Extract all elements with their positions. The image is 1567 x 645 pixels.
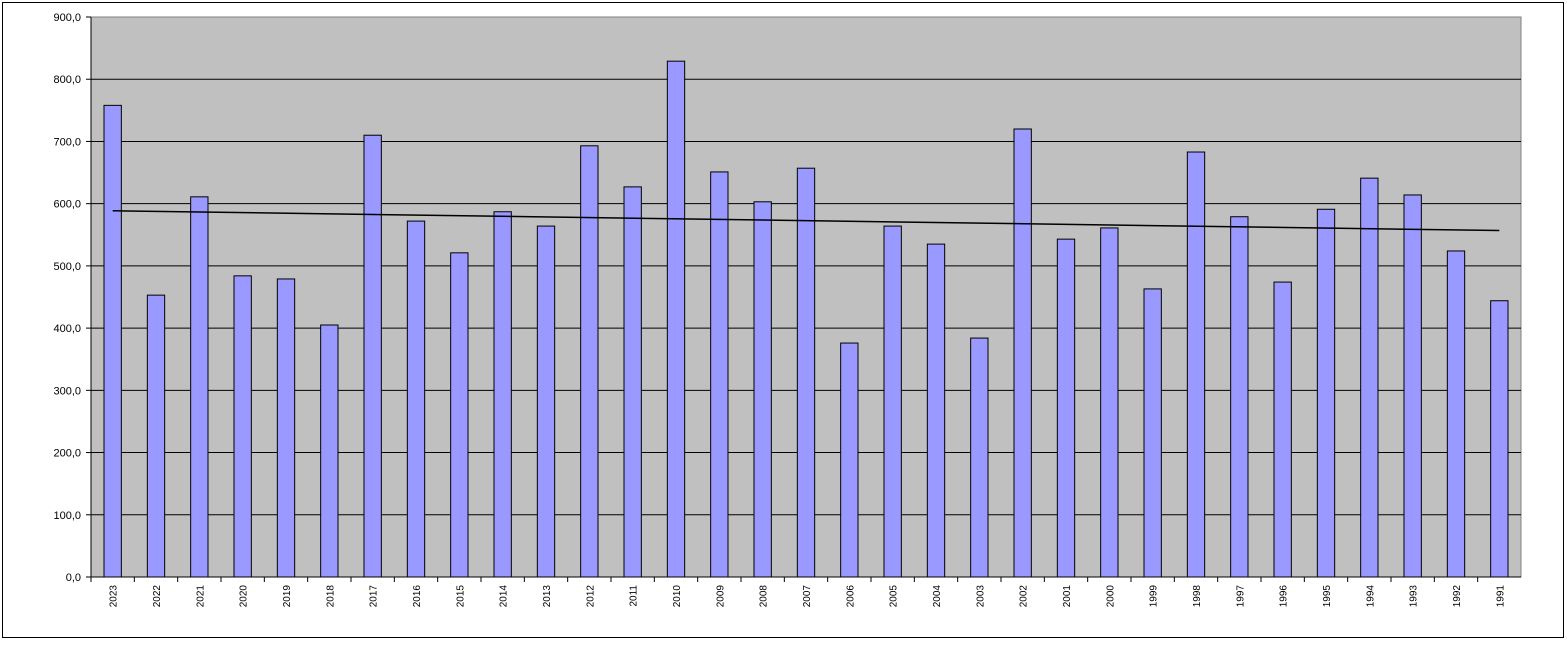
x-tick-label: 1997 [1235,585,1246,608]
y-tick-label: 100,0 [53,510,81,522]
bar [1490,300,1509,578]
x-tick-label: 2000 [1105,585,1116,608]
bar [796,167,816,578]
y-tick-label: 600,0 [53,199,81,211]
x-tick-label: 2008 [759,585,770,608]
y-tick-label: 300,0 [53,385,81,397]
x-tick-label: 2022 [152,585,163,608]
y-tick-label: 900,0 [53,12,81,24]
x-tick-label: 2007 [802,585,813,608]
bar [1013,128,1032,578]
bar [1230,216,1249,578]
x-tick-label: 2015 [455,585,466,608]
bar [753,201,772,578]
x-tick-label: 1994 [1365,585,1376,608]
bar [1056,238,1076,578]
bar [276,278,296,578]
y-tick-label: 0,0 [66,572,81,584]
y-tick-label: 700,0 [53,136,81,148]
bar [320,324,339,578]
bar [233,275,252,578]
bar [1143,288,1162,578]
bar [970,337,989,578]
bar [1316,208,1336,578]
bar [406,220,426,578]
bar [536,225,556,578]
x-tick-label: 2017 [369,585,380,608]
x-tick-label: 1993 [1409,585,1420,608]
trendline [112,209,1500,232]
x-tick-label: 2011 [629,585,640,607]
y-tick-label: 500,0 [53,261,81,273]
bar [363,134,382,578]
y-tick-label: 200,0 [53,448,81,460]
bar [103,104,122,578]
x-tick-label: 2003 [975,585,986,608]
x-tick-label: 1992 [1452,585,1463,608]
x-tick-label: 2004 [932,585,943,608]
x-tick-label: 1995 [1322,585,1333,608]
x-tick-label: 2010 [672,585,683,608]
bar [493,211,512,578]
x-tick-label: 1999 [1149,585,1160,608]
bar [580,145,599,578]
bar [1186,151,1206,578]
bar [926,243,946,578]
bar [190,196,209,578]
bar [883,225,902,578]
x-tick-label: 2016 [412,585,423,608]
x-tick-label: 2002 [1019,585,1030,608]
x-tick-label: 1998 [1192,585,1203,608]
x-tick-label: 2005 [889,585,900,608]
x-tick-label: 2006 [845,585,856,608]
x-tick-label: 2014 [499,585,510,608]
x-tick-label: 2013 [542,585,553,608]
bar [840,342,859,578]
x-tick-label: 2019 [282,585,293,608]
x-tick-label: 1996 [1279,585,1290,608]
y-tick-label: 800,0 [53,74,81,86]
bar [666,60,686,578]
bar [1100,227,1119,578]
x-tick-label: 2012 [585,585,596,608]
bar [1403,194,1422,578]
bar [146,294,166,578]
bar [450,252,469,578]
bar [1360,177,1379,578]
bar [1446,250,1466,578]
bar [710,171,729,578]
x-tick-label: 2021 [195,585,206,608]
x-tick-label: 2001 [1062,585,1073,608]
bar [1273,281,1292,578]
x-tick-label: 2018 [325,585,336,608]
x-tick-label: 2009 [715,585,726,608]
bar [623,186,642,578]
x-tick-label: 1991 [1495,585,1506,608]
x-tick-label: 2023 [109,585,120,608]
y-tick-label: 400,0 [53,323,81,335]
x-tick-label: 2020 [239,585,250,608]
